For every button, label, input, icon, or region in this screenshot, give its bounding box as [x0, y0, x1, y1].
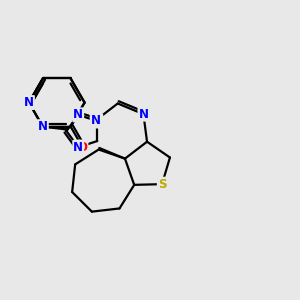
Text: N: N [138, 108, 148, 121]
Text: N: N [92, 115, 102, 128]
Text: N: N [73, 108, 83, 122]
Text: N: N [73, 141, 83, 154]
Text: N: N [91, 114, 101, 127]
Text: N: N [24, 96, 34, 109]
Text: O: O [77, 141, 88, 154]
Text: N: N [38, 120, 48, 133]
Text: S: S [158, 178, 166, 191]
